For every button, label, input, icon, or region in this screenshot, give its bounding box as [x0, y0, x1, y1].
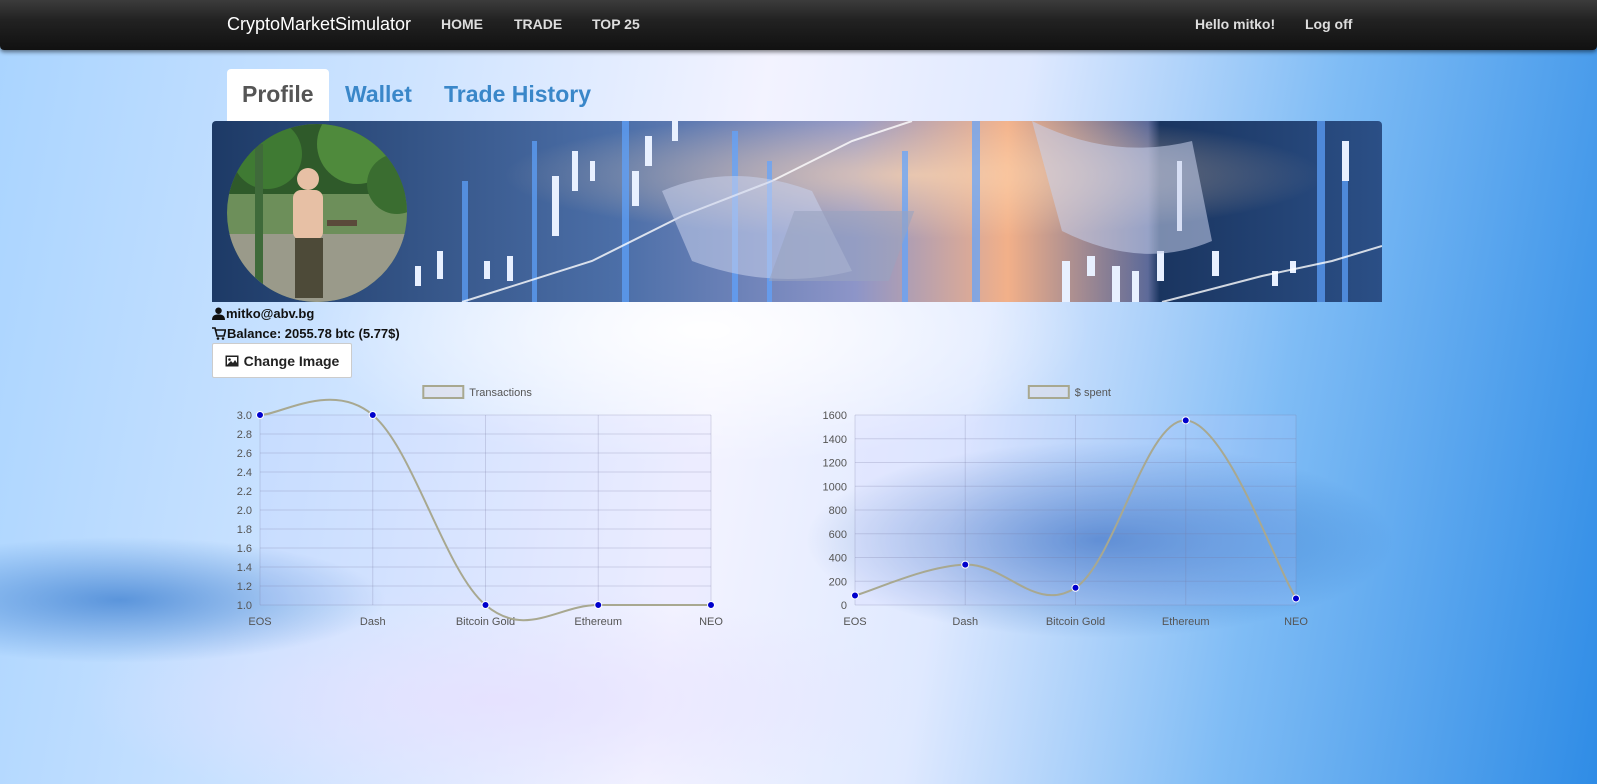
series-line: [854, 419, 1297, 599]
x-tick-label: Ethereum: [574, 616, 622, 628]
nav-home-link[interactable]: HOME: [441, 16, 483, 32]
nav-top25-link[interactable]: TOP 25: [592, 16, 640, 32]
data-point: [961, 560, 970, 569]
y-tick-label: 1400: [823, 434, 847, 446]
x-tick-label: NEO: [1284, 616, 1308, 628]
tab-profile[interactable]: Profile: [227, 69, 329, 121]
x-tick-label: Dash: [360, 616, 386, 628]
y-tick-label: 3.0: [237, 410, 252, 422]
legend-label: Transactions: [469, 387, 532, 399]
navbar: CryptoMarketSimulator HOME TRADE TOP 25 …: [0, 0, 1597, 50]
data-point: [594, 601, 603, 609]
tab-wallet[interactable]: Wallet: [345, 81, 412, 107]
user-balance: Balance: 2055.78 btc (5.77$): [212, 326, 400, 341]
y-tick-label: 1.6: [237, 543, 252, 555]
y-tick-label: 1000: [823, 481, 847, 493]
x-tick-label: Ethereum: [1162, 616, 1210, 628]
y-tick-label: 2.4: [237, 467, 252, 479]
legend-label: $ spent: [1075, 387, 1111, 399]
tab-trade-history[interactable]: Trade History: [444, 81, 591, 107]
y-tick-label: 0: [841, 600, 847, 612]
data-point: [481, 601, 490, 609]
plot-area: [855, 415, 1296, 605]
profile-banner-image: [212, 121, 1382, 302]
y-tick-label: 1.2: [237, 581, 252, 593]
data-point: [368, 411, 377, 419]
plot-area: [260, 415, 711, 605]
y-tick-label: 1.8: [237, 524, 252, 536]
spent-chart-svg: $ spent 1600 1400 1200 1000 800 600 400 200 0 EOS D…: [823, 385, 1308, 628]
user-email: mitko@abv.bg: [212, 306, 314, 321]
data-point: [707, 601, 715, 609]
legend-swatch: [422, 385, 465, 399]
brand-link[interactable]: CryptoMarketSimulator: [227, 14, 412, 34]
series-line: [259, 398, 711, 622]
user-email-text: mitko@abv.bg: [226, 306, 315, 321]
y-tick-label: 1600: [823, 410, 847, 422]
change-image-label: Change Image: [243, 352, 340, 369]
user-balance-text: Balance: 2055.78 btc (5.77$): [227, 326, 400, 341]
y-tick-label: 1.4: [237, 562, 252, 574]
change-image-button[interactable]: Change Image: [212, 343, 352, 378]
x-tick-label: Dash: [952, 616, 978, 628]
legend-swatch: [1027, 385, 1070, 399]
spent-chart: $ spent 1600 1400 1200 1000 800 600 400 200 0 EOS D…: [813, 385, 1323, 633]
data-point: [1292, 594, 1300, 603]
user-icon: [212, 307, 225, 320]
y-tick-label: 1.0: [237, 600, 252, 612]
y-tick-label: 200: [829, 576, 847, 588]
data-point: [1181, 416, 1190, 425]
x-tick-label: EOS: [248, 616, 271, 628]
x-tick-label: Bitcoin Gold: [456, 616, 515, 628]
transactions-chart: Transactions 3.0 2.8 2.6 2.4 2.2 2.0 1.8 1.6 1.4 1…: [227, 385, 737, 633]
x-tick-label: Bitcoin Gold: [1046, 616, 1105, 628]
profile-avatar: [227, 124, 407, 302]
y-tick-label: 600: [829, 529, 847, 541]
nav-trade-link[interactable]: TRADE: [514, 16, 563, 32]
y-tick-label: 2.0: [237, 505, 252, 517]
user-greeting-link[interactable]: Hello mitko!: [1195, 16, 1276, 32]
y-tick-label: 2.2: [237, 486, 252, 498]
transactions-chart-svg: Transactions 3.0 2.8 2.6 2.4 2.2 2.0 1.8 1.6 1.4 1…: [237, 385, 723, 628]
picture-icon: [225, 355, 239, 366]
log-off-link[interactable]: Log off: [1305, 16, 1353, 32]
data-point: [1071, 583, 1080, 592]
x-tick-label: EOS: [843, 616, 866, 628]
data-point: [256, 411, 264, 419]
shopping-cart-icon: [212, 327, 226, 340]
y-tick-label: 800: [829, 505, 847, 517]
y-tick-label: 1200: [823, 458, 847, 470]
x-tick-label: NEO: [699, 616, 723, 628]
y-tick-label: 2.6: [237, 448, 252, 460]
y-tick-label: 2.8: [237, 429, 252, 441]
data-point: [851, 591, 859, 600]
y-tick-label: 400: [829, 553, 847, 565]
